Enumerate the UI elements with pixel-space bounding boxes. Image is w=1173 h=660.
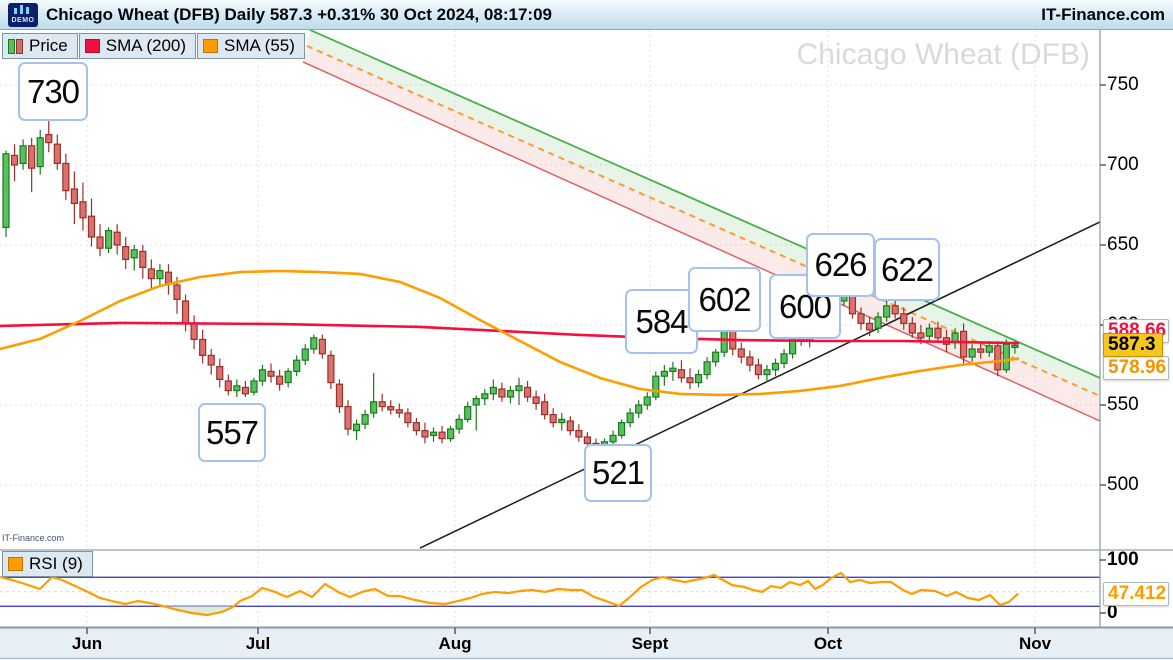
x-axis-tick-Nov: Nov: [1018, 634, 1052, 653]
x-axis-tick-Aug: Aug: [438, 634, 472, 653]
x-axis-tick-Jun: Jun: [71, 634, 103, 653]
x-axis-tick-Oct: Oct: [813, 634, 843, 653]
annotation-557[interactable]: 557: [198, 403, 266, 462]
chart-area: Chicago Wheat (DFB) Price SMA (200) SMA …: [0, 30, 1173, 660]
price-tag-last: 587.3: [1103, 333, 1163, 357]
x-axis-tick-Sept: Sept: [631, 634, 669, 653]
legend-sma55-label: SMA (55): [224, 36, 295, 55]
annotation-521[interactable]: 521: [584, 444, 652, 502]
y-axis-tick-650: 650: [1107, 234, 1139, 255]
chart-title: Chicago Wheat (DFB) Daily 587.3 +0.31% 3…: [46, 4, 552, 24]
annotation-730[interactable]: 730: [18, 62, 88, 121]
price-chart-canvas[interactable]: [0, 30, 1173, 660]
demo-badge: DEMO: [11, 16, 35, 24]
annotation-584[interactable]: 584: [625, 289, 698, 354]
y-axis-tick-700: 700: [1107, 154, 1139, 175]
app-logo[interactable]: DEMO: [8, 2, 38, 27]
rsi-legend: RSI (9): [2, 551, 93, 577]
legend-price-label: Price: [29, 36, 68, 55]
candlestick-icon: [8, 38, 23, 54]
titlebar: DEMO Chicago Wheat (DFB) Daily 587.3 +0.…: [0, 0, 1173, 30]
rsi-swatch-icon: [8, 557, 23, 571]
rsi-axis-tick-0: 0: [1107, 602, 1118, 623]
y-axis-tick-500: 500: [1107, 474, 1139, 495]
legend-rsi-label: RSI (9): [29, 554, 83, 573]
chart-footer-brand: IT-Finance.com: [2, 533, 65, 543]
watermark: Chicago Wheat (DFB): [796, 38, 1090, 71]
x-axis-tick-Jul: Jul: [245, 634, 271, 653]
brand-link[interactable]: IT-Finance.com: [1041, 4, 1165, 24]
annotation-602[interactable]: 602: [688, 267, 761, 332]
y-axis-tick-550: 550: [1107, 394, 1139, 415]
sma55-swatch-icon: [203, 39, 219, 53]
annotation-622[interactable]: 622: [874, 238, 940, 301]
rsi-axis-tick-100: 100: [1107, 549, 1139, 570]
main-legend: Price SMA (200) SMA (55): [2, 33, 305, 59]
annotation-626[interactable]: 626: [806, 233, 875, 297]
legend-chip-sma200[interactable]: SMA (200): [78, 33, 197, 59]
price-tag-sma55: 578.96: [1103, 356, 1169, 380]
rsi-value-tag: 47.412: [1103, 582, 1169, 606]
legend-chip-price[interactable]: Price: [2, 33, 78, 59]
logo-candles-icon: [14, 4, 29, 14]
sma200-swatch-icon: [84, 39, 100, 53]
legend-sma200-label: SMA (200): [105, 36, 187, 55]
y-axis-tick-750: 750: [1107, 74, 1139, 95]
legend-chip-rsi[interactable]: RSI (9): [2, 551, 93, 577]
legend-chip-sma55[interactable]: SMA (55): [197, 33, 305, 59]
